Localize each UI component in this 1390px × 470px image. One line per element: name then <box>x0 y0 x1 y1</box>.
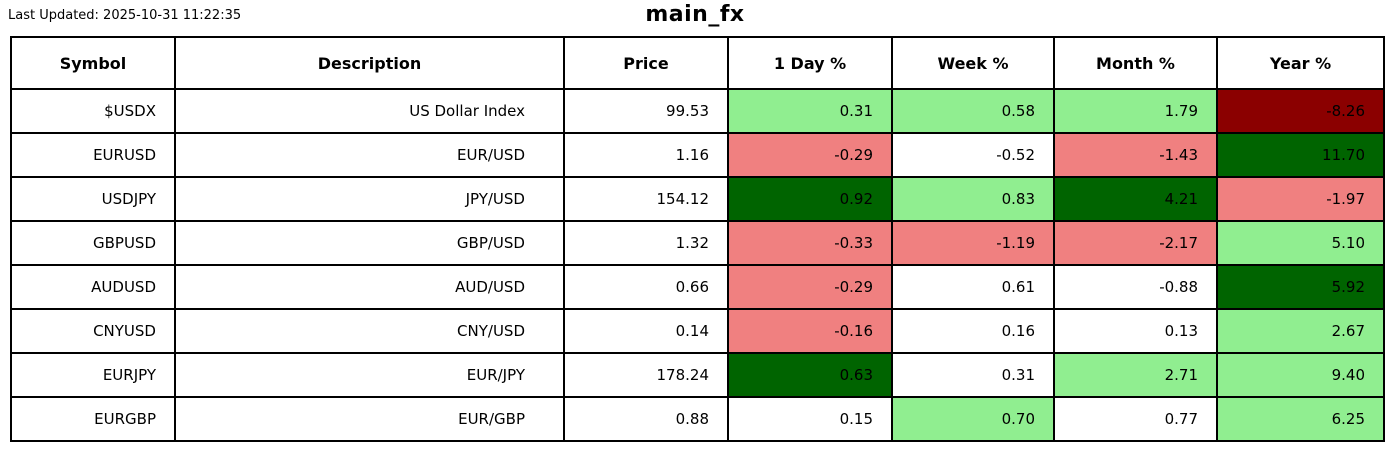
pct-cell: 1.79 <box>1053 88 1218 134</box>
pct-cell: 0.63 <box>727 352 893 398</box>
price-cell: 178.24 <box>563 352 729 398</box>
pct-cell: 0.83 <box>891 176 1055 222</box>
symbol-cell: USDJPY <box>10 176 176 222</box>
col-header-month: Month % <box>1053 36 1218 90</box>
price-cell: 154.12 <box>563 176 729 222</box>
price-cell: 1.32 <box>563 220 729 266</box>
price-cell: 0.88 <box>563 396 729 442</box>
price-cell: 0.14 <box>563 308 729 354</box>
last-updated-text: Last Updated: 2025-10-31 11:22:35 <box>8 8 242 23</box>
fx-table: Symbol Description Price 1 Day % Week % … <box>10 36 1385 442</box>
pct-cell: 2.67 <box>1216 308 1385 354</box>
pct-cell: 0.61 <box>891 264 1055 310</box>
pct-cell: 0.13 <box>1053 308 1218 354</box>
symbol-cell: EURUSD <box>10 132 176 178</box>
pct-cell: 0.16 <box>891 308 1055 354</box>
description-cell: CNY/USD <box>174 308 565 354</box>
fx-table-body: $USDX US Dollar Index 99.53 0.31 0.58 1.… <box>10 88 1385 442</box>
pct-cell: -8.26 <box>1216 88 1385 134</box>
pct-cell: 2.71 <box>1053 352 1218 398</box>
pct-cell: 0.77 <box>1053 396 1218 442</box>
fx-table-header: Symbol Description Price 1 Day % Week % … <box>10 36 1385 90</box>
description-cell: US Dollar Index <box>174 88 565 134</box>
pct-cell: 0.15 <box>727 396 893 442</box>
pct-cell: 4.21 <box>1053 176 1218 222</box>
description-cell: AUD/USD <box>174 264 565 310</box>
pct-cell: -0.52 <box>891 132 1055 178</box>
table-row: AUDUSD AUD/USD 0.66 -0.29 0.61 -0.88 5.9… <box>10 264 1385 310</box>
symbol-cell: EURGBP <box>10 396 176 442</box>
col-header-price: Price <box>563 36 729 90</box>
table-row: EURGBP EUR/GBP 0.88 0.15 0.70 0.77 6.25 <box>10 396 1385 442</box>
description-cell: JPY/USD <box>174 176 565 222</box>
pct-cell: 0.58 <box>891 88 1055 134</box>
pct-cell: -0.29 <box>727 264 893 310</box>
pct-cell: -0.88 <box>1053 264 1218 310</box>
pct-cell: 11.70 <box>1216 132 1385 178</box>
pct-cell: -0.29 <box>727 132 893 178</box>
description-cell: EUR/GBP <box>174 396 565 442</box>
pct-cell: 0.31 <box>891 352 1055 398</box>
symbol-cell: $USDX <box>10 88 176 134</box>
col-header-1day: 1 Day % <box>727 36 893 90</box>
description-cell: GBP/USD <box>174 220 565 266</box>
pct-cell: 5.10 <box>1216 220 1385 266</box>
table-row: GBPUSD GBP/USD 1.32 -0.33 -1.19 -2.17 5.… <box>10 220 1385 266</box>
pct-cell: 0.70 <box>891 396 1055 442</box>
description-cell: EUR/USD <box>174 132 565 178</box>
price-cell: 99.53 <box>563 88 729 134</box>
col-header-week: Week % <box>891 36 1055 90</box>
symbol-cell: EURJPY <box>10 352 176 398</box>
pct-cell: 5.92 <box>1216 264 1385 310</box>
pct-cell: 6.25 <box>1216 396 1385 442</box>
pct-cell: -0.33 <box>727 220 893 266</box>
table-row: $USDX US Dollar Index 99.53 0.31 0.58 1.… <box>10 88 1385 134</box>
pct-cell: -2.17 <box>1053 220 1218 266</box>
col-header-year: Year % <box>1216 36 1385 90</box>
pct-cell: -1.43 <box>1053 132 1218 178</box>
description-cell: EUR/JPY <box>174 352 565 398</box>
pct-cell: 0.92 <box>727 176 893 222</box>
symbol-cell: AUDUSD <box>10 264 176 310</box>
col-header-symbol: Symbol <box>10 36 176 90</box>
table-row: EURJPY EUR/JPY 178.24 0.63 0.31 2.71 9.4… <box>10 352 1385 398</box>
pct-cell: 9.40 <box>1216 352 1385 398</box>
pct-cell: 0.31 <box>727 88 893 134</box>
symbol-cell: GBPUSD <box>10 220 176 266</box>
header-row: Symbol Description Price 1 Day % Week % … <box>10 36 1385 90</box>
symbol-cell: CNYUSD <box>10 308 176 354</box>
pct-cell: -0.16 <box>727 308 893 354</box>
table-row: USDJPY JPY/USD 154.12 0.92 0.83 4.21 -1.… <box>10 176 1385 222</box>
price-cell: 1.16 <box>563 132 729 178</box>
price-cell: 0.66 <box>563 264 729 310</box>
table-row: EURUSD EUR/USD 1.16 -0.29 -0.52 -1.43 11… <box>10 132 1385 178</box>
pct-cell: -1.97 <box>1216 176 1385 222</box>
page-title: main_fx <box>645 2 745 27</box>
table-row: CNYUSD CNY/USD 0.14 -0.16 0.16 0.13 2.67 <box>10 308 1385 354</box>
pct-cell: -1.19 <box>891 220 1055 266</box>
col-header-description: Description <box>174 36 565 90</box>
